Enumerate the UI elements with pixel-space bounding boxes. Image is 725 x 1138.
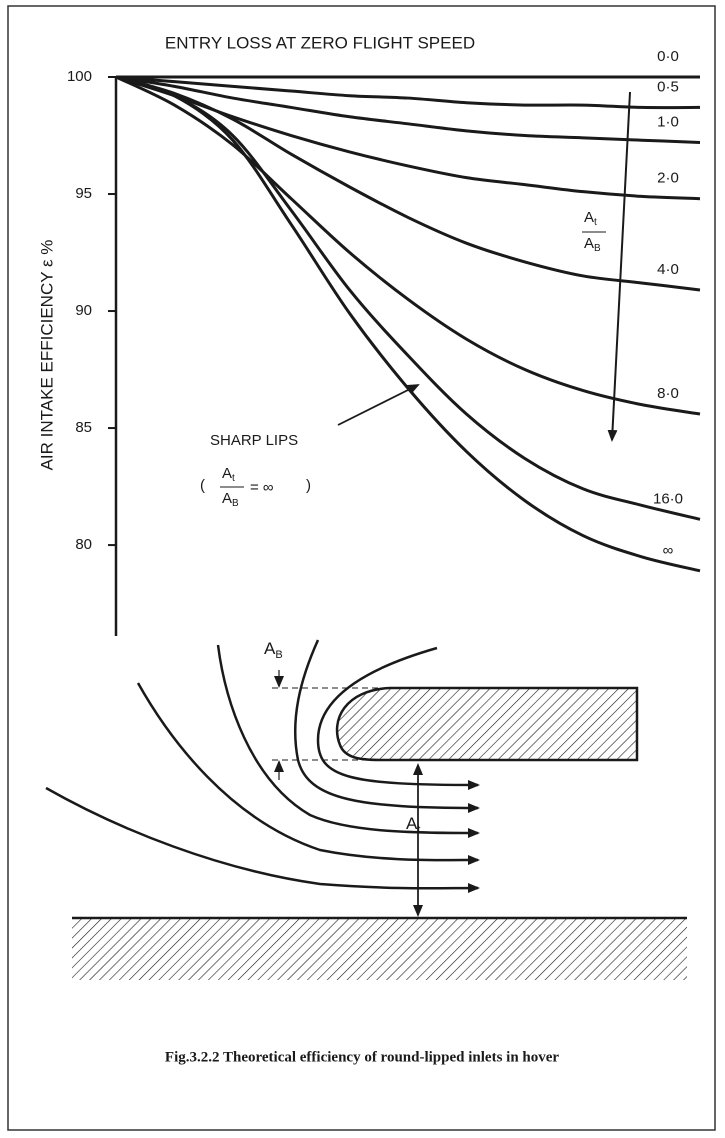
paren: ) <box>306 477 311 494</box>
caption: Fig.3.2.2 Theoretical efficiency of roun… <box>165 1049 559 1065</box>
series-label: 0·0 <box>657 48 679 65</box>
y-tick-label: 90 <box>75 302 92 319</box>
y-tick-label: 100 <box>67 68 92 85</box>
inlet-lip <box>335 686 639 762</box>
y-tick-label: 95 <box>75 185 92 202</box>
series-line <box>115 75 701 145</box>
series-line <box>115 75 701 292</box>
paren: ( <box>200 477 205 494</box>
frame <box>7 5 716 1131</box>
y-axis-label: AIR INTAKE EFFICIENCY ε % <box>37 240 56 471</box>
ratio-numerator: At <box>222 465 235 484</box>
streamline <box>136 682 480 866</box>
series-line <box>115 75 701 110</box>
ground <box>72 918 687 980</box>
series-label: ∞ <box>663 542 674 559</box>
chart-title: ENTRY LOSS AT ZERO FLIGHT SPEED <box>165 33 475 52</box>
series-label: 8·0 <box>657 385 679 402</box>
annotation: SHARP LIPS <box>210 432 298 449</box>
arrow-ratio: At AB <box>582 209 606 254</box>
streamline <box>293 639 480 813</box>
streamline <box>316 646 480 790</box>
series-line <box>115 75 701 416</box>
streamline <box>216 644 480 838</box>
series-line <box>115 75 701 573</box>
diagram-label: At <box>406 814 420 835</box>
diagram-label: AB <box>264 639 283 660</box>
series-line <box>115 75 701 521</box>
annotation-arrow <box>337 384 420 426</box>
streamline <box>45 786 480 894</box>
ratio-denominator: AB <box>584 235 601 254</box>
trend-arrow <box>607 91 631 442</box>
series-label: 16·0 <box>653 490 683 507</box>
inlet-diagram <box>45 639 687 980</box>
series-label: 2·0 <box>657 170 679 187</box>
ratio-value: = ∞ <box>250 479 274 496</box>
series-label: 4·0 <box>657 261 679 278</box>
y-tick-label: 80 <box>75 536 92 553</box>
sharp-lips-ratio: ( At AB = ∞ ) <box>200 465 311 509</box>
y-tick-label: 85 <box>75 419 92 436</box>
series-label: 1·0 <box>657 113 679 130</box>
series-label: 0·5 <box>657 78 679 95</box>
ratio-numerator: At <box>584 209 597 228</box>
ratio-denominator: AB <box>222 490 239 509</box>
